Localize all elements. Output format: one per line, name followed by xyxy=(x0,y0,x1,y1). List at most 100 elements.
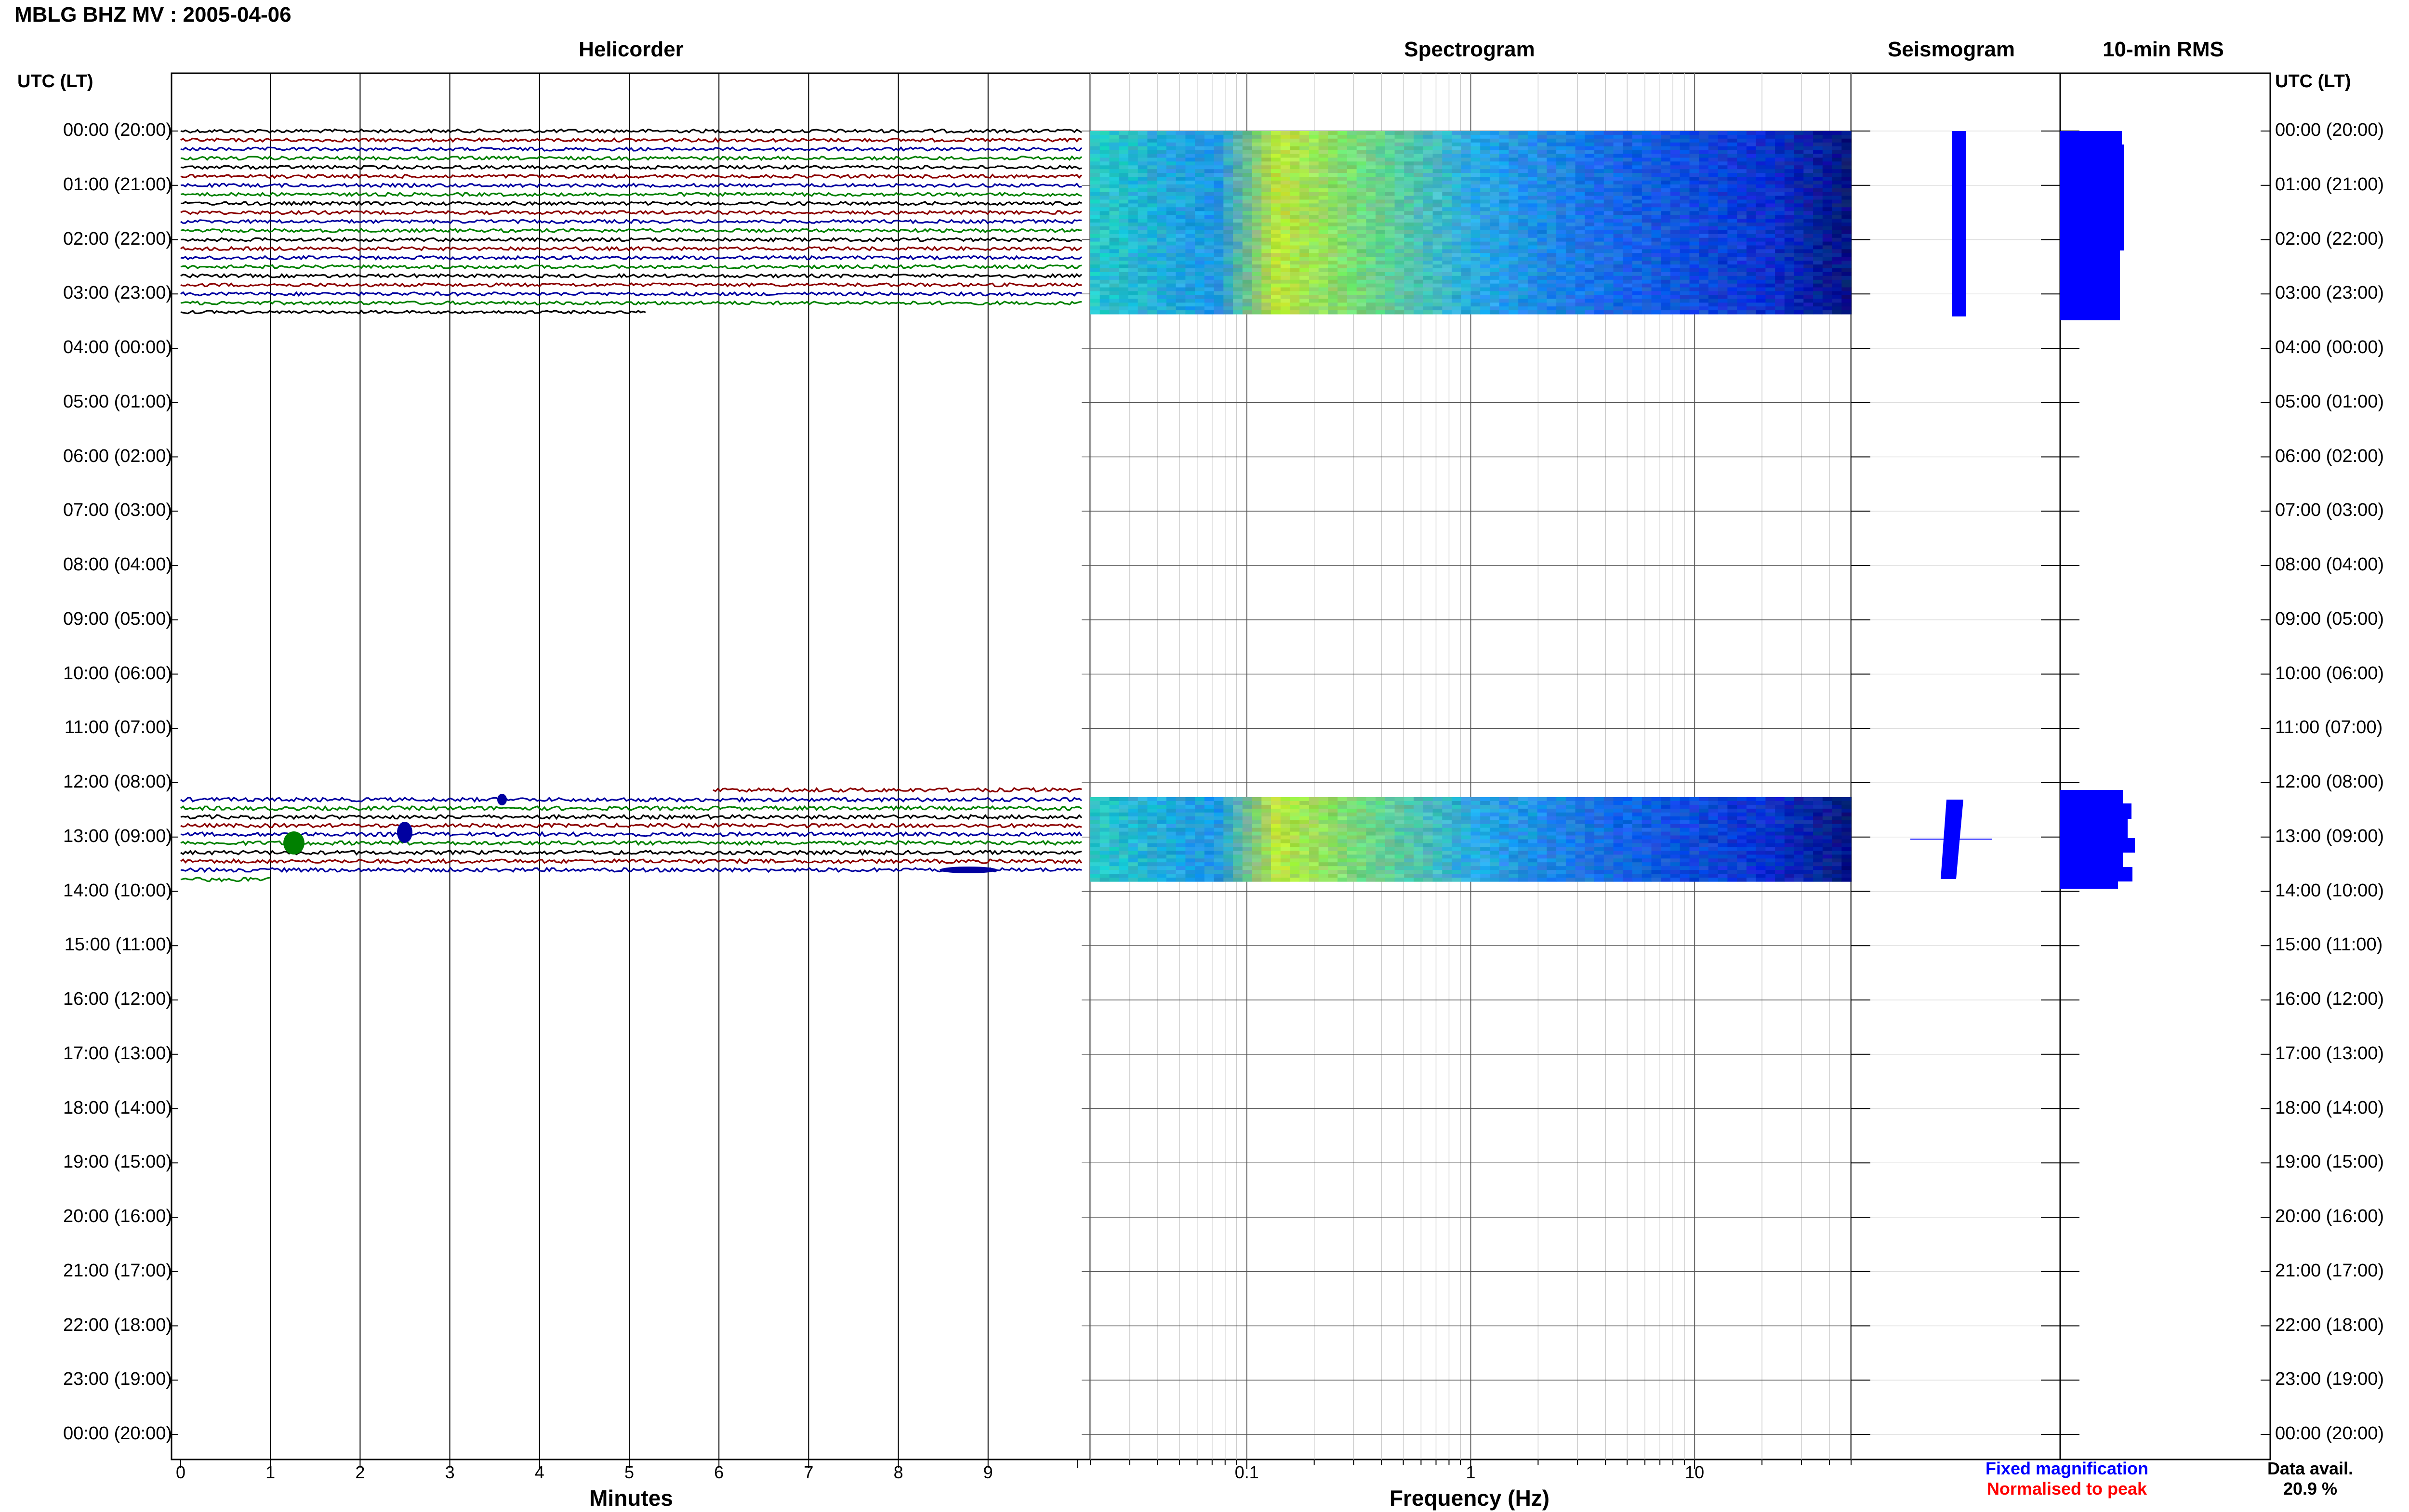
spectrogram-cell xyxy=(1784,268,1795,273)
spectrogram-cell xyxy=(1195,173,1205,177)
spectrogram-cell xyxy=(1689,192,1699,197)
spectrogram-cell xyxy=(1556,310,1566,315)
spectrogram-cell xyxy=(1718,207,1728,211)
spectrogram-cell xyxy=(1499,801,1509,805)
spectrogram-cell xyxy=(1518,230,1528,235)
spectrogram-cell xyxy=(1299,237,1310,242)
spectrogram-cell xyxy=(1147,192,1157,197)
spectrogram-cell xyxy=(1157,142,1167,147)
spectrogram-cell xyxy=(1746,804,1757,809)
spectrogram-cell xyxy=(1699,196,1709,200)
spectrogram-cell xyxy=(1813,165,1823,170)
spectrogram-cell xyxy=(1461,192,1471,197)
helicorder-trace xyxy=(180,182,1082,188)
spectrogram-cell xyxy=(1775,249,1785,253)
spectrogram-cell xyxy=(1775,257,1785,261)
spectrogram-cell xyxy=(1499,142,1509,147)
spectrogram-cell xyxy=(1613,253,1623,257)
spectrogram-cell xyxy=(1565,131,1576,135)
spectrogram-cell xyxy=(1841,824,1852,828)
spectrogram-cell xyxy=(1195,804,1205,809)
spectrogram-cell xyxy=(1290,808,1300,813)
spectrogram-cell xyxy=(1461,177,1471,181)
spectrogram-cell xyxy=(1651,180,1661,185)
spectrogram-cell xyxy=(1461,828,1471,832)
spectrogram-cell xyxy=(1099,158,1110,162)
spectrogram-cell xyxy=(1499,207,1509,211)
spectrogram-cell xyxy=(1299,264,1310,269)
spectrogram-cell xyxy=(1803,173,1813,177)
spectrogram-cell xyxy=(1661,276,1671,280)
spectrogram-cell xyxy=(1537,138,1547,143)
spectrogram-cell xyxy=(1623,237,1633,242)
spectrogram-cell xyxy=(1499,797,1509,802)
spectrogram-cell xyxy=(1737,177,1747,181)
spectrogram-cell xyxy=(1138,257,1148,261)
spectrogram-cell xyxy=(1556,820,1566,825)
spectrogram-cell xyxy=(1509,295,1519,299)
spectrogram-cell xyxy=(1822,241,1833,246)
spectrogram-cell xyxy=(1575,306,1585,311)
spectrogram-cell xyxy=(1661,207,1671,211)
spectrogram-cell xyxy=(1185,295,1195,299)
spectrogram-cell xyxy=(1347,264,1357,269)
spectrogram-cell xyxy=(1452,241,1462,246)
spectrogram-cell xyxy=(1585,177,1595,181)
spectrogram-cell xyxy=(1404,173,1414,177)
spectrogram-cell xyxy=(1394,237,1404,242)
spectrogram-cell xyxy=(1585,234,1595,238)
spectrogram-cell xyxy=(1689,306,1699,311)
spectrogram-cell xyxy=(1737,824,1747,828)
spectrogram-cell xyxy=(1290,161,1300,166)
spectrogram-cell xyxy=(1138,797,1148,802)
spectrogram-cell xyxy=(1565,241,1576,246)
spectrogram-cell xyxy=(1195,199,1205,204)
spectrogram-cell xyxy=(1689,801,1699,805)
spectrogram-cell xyxy=(1147,188,1157,193)
spectrogram-cell xyxy=(1404,245,1414,250)
spectrogram-cell xyxy=(1737,184,1747,189)
spectrogram-cell xyxy=(1442,165,1452,170)
spectrogram-cell xyxy=(1138,283,1148,288)
spectrogram-cell xyxy=(1547,196,1557,200)
spectrogram-cell xyxy=(1157,835,1167,840)
spectrogram-cell xyxy=(1309,797,1319,802)
spectrogram-cell xyxy=(1337,299,1348,303)
spectrogram-cell xyxy=(1442,276,1452,280)
spectrogram-cell xyxy=(1290,134,1300,139)
spectrogram-cell xyxy=(1699,808,1709,813)
spectrogram-cell xyxy=(1822,310,1833,315)
spectrogram-cell xyxy=(1470,279,1481,284)
spectrogram-cell xyxy=(1157,196,1167,200)
spectrogram-cell xyxy=(1832,142,1842,147)
spectrogram-cell xyxy=(1813,203,1823,208)
spectrogram-cell xyxy=(1157,223,1167,227)
spectrogram-cell xyxy=(1556,283,1566,288)
spectrogram-cell xyxy=(1242,264,1253,269)
spectrogram-cell xyxy=(1737,196,1747,200)
spectrogram-cell xyxy=(1765,302,1775,307)
spectrogram-cell xyxy=(1784,237,1795,242)
spectrogram-cell xyxy=(1575,835,1585,840)
spectrogram-cell xyxy=(1803,306,1813,311)
spectrogram-cell xyxy=(1470,230,1481,235)
spectrogram-cell xyxy=(1299,279,1310,284)
spectrogram-cell xyxy=(1623,138,1633,143)
spectrogram-cell xyxy=(1318,192,1328,197)
spectrogram-cell xyxy=(1765,264,1775,269)
spectrogram-cell xyxy=(1509,257,1519,261)
spectrogram-cell xyxy=(1756,203,1766,208)
spectrogram-cell xyxy=(1271,306,1281,311)
spectrogram-cell xyxy=(1318,291,1328,295)
spectrogram-cell xyxy=(1337,237,1348,242)
spectrogram-cell xyxy=(1128,264,1138,269)
spectrogram-cell xyxy=(1537,169,1547,173)
spectrogram-cell xyxy=(1746,226,1757,231)
spectrogram-cell xyxy=(1651,146,1661,151)
spectrogram-cell xyxy=(1575,283,1585,288)
spectrogram-cell xyxy=(1603,223,1614,227)
spectrogram-cell xyxy=(1613,295,1623,299)
spectrogram-cell xyxy=(1261,820,1271,825)
spectrogram-cell xyxy=(1394,808,1404,813)
spectrogram-cell xyxy=(1090,241,1100,246)
